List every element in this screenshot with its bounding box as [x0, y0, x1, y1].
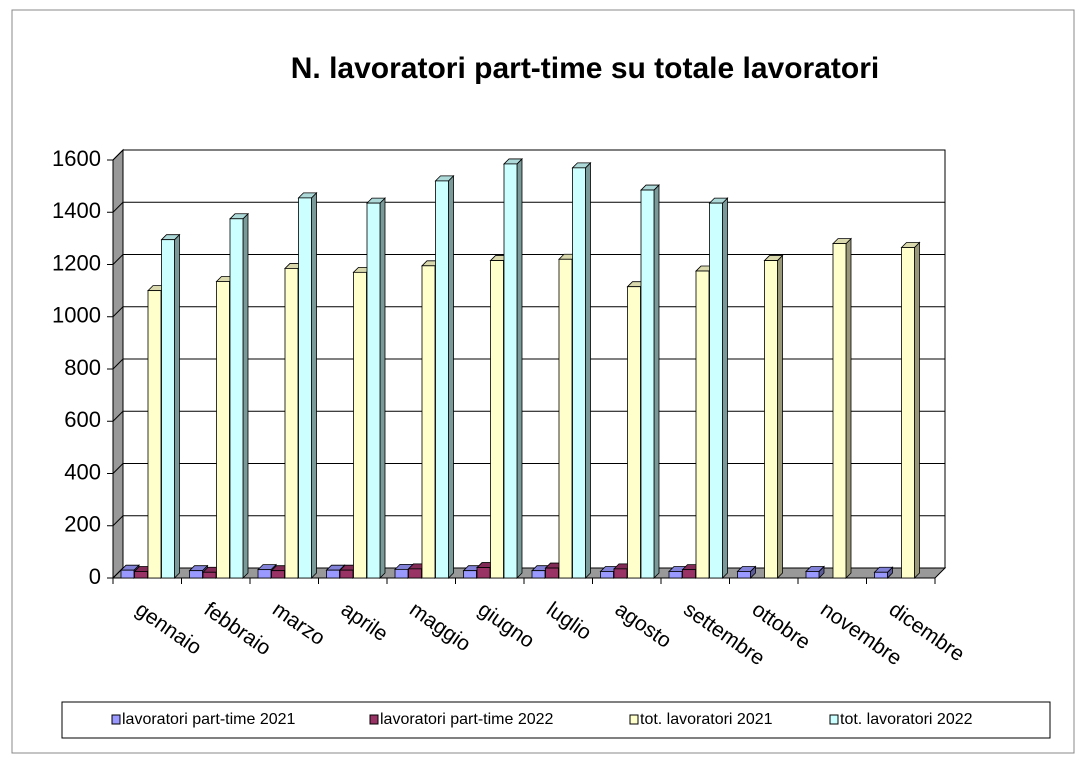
bar: [434, 174, 455, 579]
bar-side: [516, 157, 523, 579]
bar-side: [242, 212, 249, 579]
bar-side: [914, 241, 920, 579]
legend-label: lavoratori part-time 2022: [380, 711, 554, 728]
y-tick-label: 200: [64, 512, 101, 537]
grid-line: [112, 306, 124, 318]
bar-front: [476, 567, 491, 579]
bar-front: [682, 569, 696, 579]
bar: [805, 565, 825, 579]
bar-front: [326, 569, 340, 579]
bar-side: [585, 161, 591, 579]
bar-front: [284, 268, 299, 579]
bar-side: [722, 197, 728, 579]
bar-front: [600, 571, 614, 579]
y-tick-label: 800: [64, 355, 101, 380]
bar: [832, 237, 852, 579]
bar-front: [463, 570, 477, 579]
bar-front: [874, 571, 888, 579]
bar-front: [353, 271, 367, 579]
bar: [366, 197, 386, 579]
bar-front: [408, 568, 422, 579]
bar-front: [490, 260, 504, 579]
bar: [708, 197, 729, 579]
legend-label: tot. lavoratori 2021: [640, 711, 773, 728]
bar-front: [366, 202, 381, 579]
legend-swatch: [629, 714, 639, 725]
bar-front: [229, 218, 244, 579]
bar-front: [558, 258, 573, 579]
bar-front: [695, 270, 710, 579]
bar-front: [435, 180, 449, 579]
y-tick-label: 0: [89, 564, 101, 589]
bar-front: [572, 167, 586, 579]
y-tick-label: 1600: [52, 146, 101, 171]
bar-front: [640, 189, 655, 579]
bar: [873, 566, 894, 579]
bar-front: [421, 265, 436, 579]
bar-front: [216, 281, 230, 579]
legend-box: [61, 701, 1051, 739]
y-tick-label: 1000: [52, 303, 101, 328]
grid-line: [112, 358, 124, 370]
bar-front: [901, 247, 915, 579]
bar-front: [120, 569, 135, 579]
y-tick-label: 600: [64, 407, 101, 432]
bar: [736, 565, 757, 579]
grid-line: [112, 254, 124, 265]
bar: [297, 191, 318, 579]
bar-front: [764, 260, 778, 579]
y-tick-label: 1400: [52, 198, 101, 223]
bar: [763, 254, 784, 579]
bar-side: [653, 184, 660, 579]
bar-front: [545, 567, 559, 579]
legend-label: tot. lavoratori 2022: [840, 711, 973, 728]
bar: [640, 184, 660, 579]
bar-front: [134, 571, 148, 579]
bar: [160, 233, 181, 579]
grid-line: [112, 410, 124, 422]
bar-front: [161, 239, 175, 579]
bar-front: [271, 570, 285, 579]
y-tick-label: 400: [64, 459, 101, 484]
bar-front: [394, 568, 409, 579]
bar-front: [339, 569, 354, 579]
legend-swatch: [829, 714, 839, 725]
bar-front: [668, 571, 683, 579]
bar-side: [174, 233, 180, 579]
bar-front: [805, 571, 820, 579]
legend-label: lavoratori part-time 2021: [122, 711, 296, 728]
bar: [571, 161, 592, 579]
grid-line: [112, 201, 124, 213]
legend-swatch: [369, 714, 379, 725]
bar-side: [448, 174, 454, 579]
bar-front: [613, 568, 628, 579]
bar-front: [189, 570, 203, 579]
bar-front: [531, 570, 546, 579]
bar-front: [202, 571, 217, 579]
bar-side: [379, 197, 386, 579]
bar-side: [777, 254, 783, 579]
bar-front: [298, 197, 312, 579]
bar-front: [832, 243, 847, 579]
grid-line: [112, 463, 124, 474]
bar-front: [503, 163, 518, 579]
bar-front: [147, 290, 162, 579]
chart-title: N. lavoratori part-time su totale lavora…: [291, 52, 879, 85]
bar: [900, 241, 921, 579]
bar-side: [845, 237, 852, 579]
y-tick-label: 1200: [52, 250, 101, 275]
bar: [229, 212, 249, 579]
legend-swatch: [111, 714, 121, 725]
bar-front: [627, 286, 641, 579]
bar-side: [311, 191, 317, 579]
grid-line: [112, 149, 124, 161]
bar-front: [257, 569, 272, 579]
grid-line: [112, 515, 124, 527]
bar-front: [709, 202, 723, 579]
bar: [503, 157, 523, 579]
bar-front: [737, 571, 751, 579]
